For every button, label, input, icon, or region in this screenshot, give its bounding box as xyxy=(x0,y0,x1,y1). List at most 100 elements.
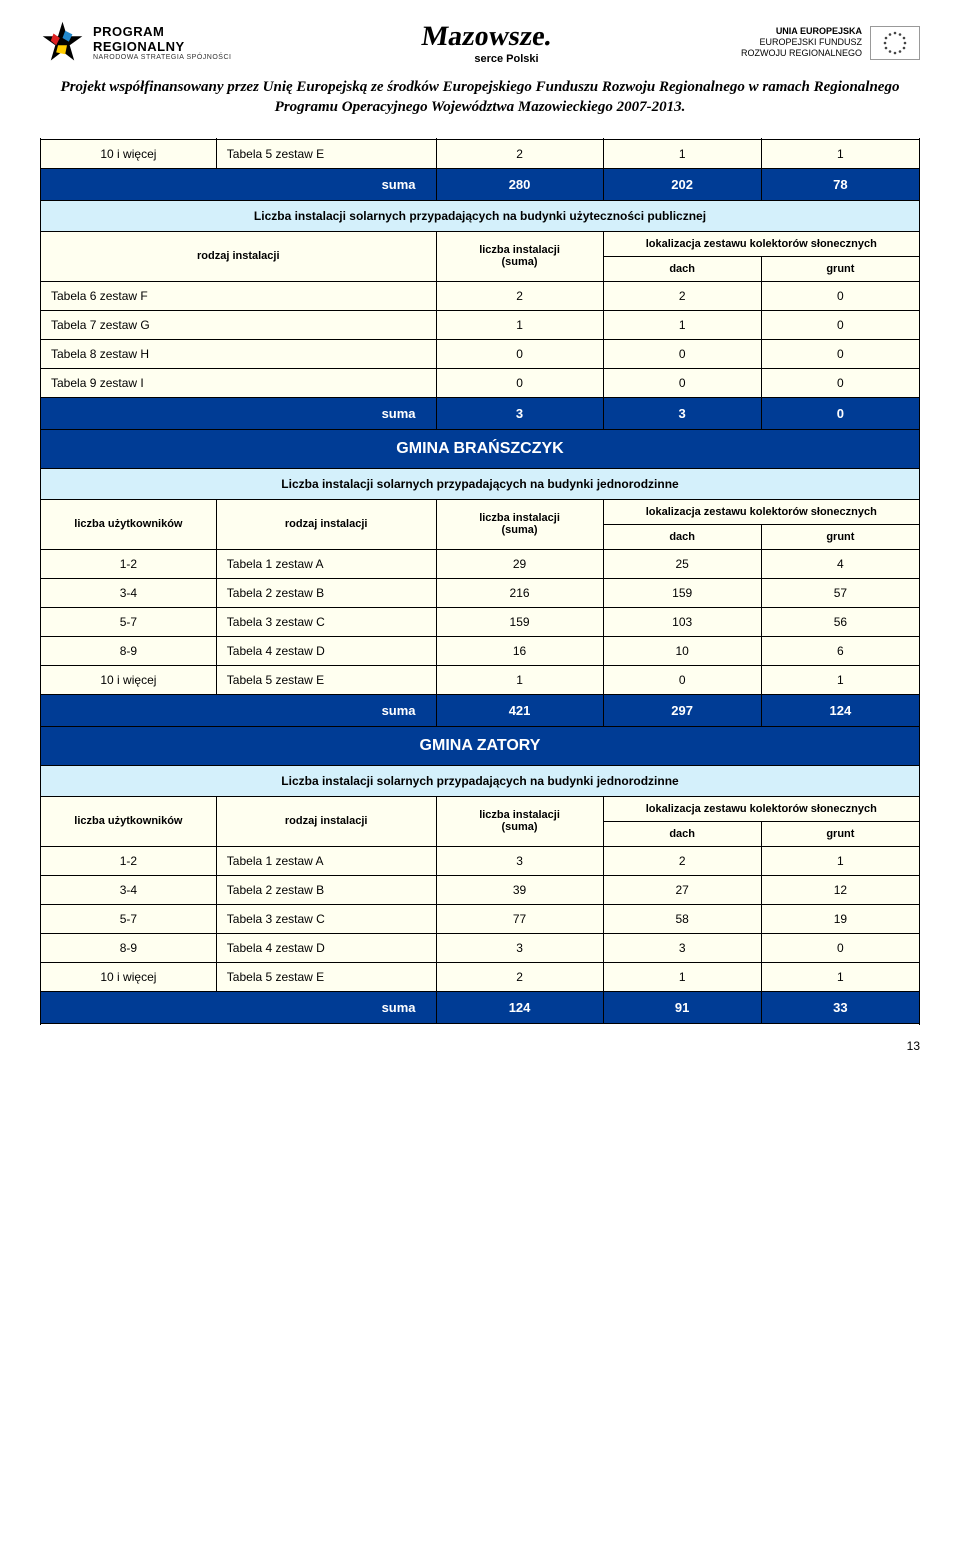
table-row: Tabela 9 zestaw I000 xyxy=(41,368,920,397)
cell-users: 3-4 xyxy=(41,578,217,607)
cell-dach: 103 xyxy=(603,607,761,636)
cell-grunt: 4 xyxy=(761,549,919,578)
mazowsze-logo: Mazowsze. serce Polski xyxy=(418,21,554,65)
sum-val: 124 xyxy=(761,694,919,726)
sum-val: 202 xyxy=(603,168,761,200)
cell-suma: 16 xyxy=(436,636,603,665)
cell-type: Tabela 4 zestaw D xyxy=(216,933,436,962)
section-gmina: GMINA ZATORY xyxy=(41,726,920,765)
cell-grunt: 12 xyxy=(761,875,919,904)
cell-dach: 0 xyxy=(603,368,761,397)
col-grunt: grunt xyxy=(761,256,919,281)
program-logo: PROGRAM REGIONALNY NARODOWA STRATEGIA SP… xyxy=(40,20,231,65)
cell-suma: 77 xyxy=(436,904,603,933)
sum-val: 91 xyxy=(603,991,761,1023)
col-lokalizacja: lokalizacja zestawu kolektorów słoneczny… xyxy=(603,231,919,256)
subheader-jednorodzinne: Liczba instalacji solarnych przypadający… xyxy=(41,468,920,499)
table-row: Tabela 7 zestaw G110 xyxy=(41,310,920,339)
cell-suma: 2 xyxy=(436,962,603,991)
cell-dach: 1 xyxy=(603,139,761,168)
table-row: 5-7Tabela 3 zestaw C775819 xyxy=(41,904,920,933)
sum-label: suma xyxy=(41,694,437,726)
table-row: 10 i więcejTabela 5 zestaw E211 xyxy=(41,962,920,991)
cell-users: 8-9 xyxy=(41,933,217,962)
sum-row: suma 280 202 78 xyxy=(41,168,920,200)
eu-logo: UNIA EUROPEJSKA EUROPEJSKI FUNDUSZ ROZWO… xyxy=(741,26,920,60)
col-lokalizacja: lokalizacja zestawu kolektorów słoneczny… xyxy=(603,499,919,524)
cell-type: Tabela 5 zestaw E xyxy=(216,962,436,991)
cell-suma: 3 xyxy=(436,933,603,962)
cell-suma: 0 xyxy=(436,339,603,368)
cell-users: 3-4 xyxy=(41,875,217,904)
sum-val: 421 xyxy=(436,694,603,726)
col-dach: dach xyxy=(603,256,761,281)
col-rodzaj: rodzaj instalacji xyxy=(41,231,437,281)
sum-val: 297 xyxy=(603,694,761,726)
cell-grunt: 56 xyxy=(761,607,919,636)
cell-grunt: 0 xyxy=(761,933,919,962)
sum-val: 280 xyxy=(436,168,603,200)
header-logos: PROGRAM REGIONALNY NARODOWA STRATEGIA SP… xyxy=(40,20,920,65)
program-line2: REGIONALNY xyxy=(93,39,231,54)
cell-type: Tabela 8 zestaw H xyxy=(41,339,437,368)
subheader-public: Liczba instalacji solarnych przypadający… xyxy=(41,200,920,231)
cell-suma: 216 xyxy=(436,578,603,607)
cell-users: 10 i więcej xyxy=(41,139,217,168)
cell-type: Tabela 6 zestaw F xyxy=(41,281,437,310)
cell-users: 1-2 xyxy=(41,549,217,578)
cell-users: 10 i więcej xyxy=(41,962,217,991)
cell-type: Tabela 3 zestaw C xyxy=(216,904,436,933)
project-description: Projekt współfinansowany przez Unię Euro… xyxy=(40,77,920,118)
table-row: 10 i więcejTabela 5 zestaw E101 xyxy=(41,665,920,694)
cell-grunt: 0 xyxy=(761,310,919,339)
cell-suma: 0 xyxy=(436,368,603,397)
sum-val: 78 xyxy=(761,168,919,200)
col-liczba: liczba instalacji(suma) xyxy=(436,499,603,549)
col-liczba: liczba instalacji(suma) xyxy=(436,231,603,281)
col-dach: dach xyxy=(603,821,761,846)
main-table: 10 i więcej Tabela 5 zestaw E 2 1 1 suma… xyxy=(40,138,920,1025)
section-gmina: GMINA BRAŃSZCZYK xyxy=(41,429,920,468)
table-row: 10 i więcej Tabela 5 zestaw E 2 1 1 xyxy=(41,139,920,168)
col-uzytk: liczba użytkowników xyxy=(41,499,217,549)
sum-label: suma xyxy=(41,168,437,200)
table-row: 8-9Tabela 4 zestaw D16106 xyxy=(41,636,920,665)
cell-type: Tabela 9 zestaw I xyxy=(41,368,437,397)
cell-type: Tabela 1 zestaw A xyxy=(216,549,436,578)
cell-users: 5-7 xyxy=(41,607,217,636)
cell-type: Tabela 5 zestaw E xyxy=(216,665,436,694)
cell-type: Tabela 3 zestaw C xyxy=(216,607,436,636)
cell-grunt: 1 xyxy=(761,139,919,168)
cell-dach: 0 xyxy=(603,339,761,368)
table-row: 3-4Tabela 2 zestaw B392712 xyxy=(41,875,920,904)
cell-users: 10 i więcej xyxy=(41,665,217,694)
table-row: 5-7Tabela 3 zestaw C15910356 xyxy=(41,607,920,636)
cell-suma: 29 xyxy=(436,549,603,578)
cell-users: 8-9 xyxy=(41,636,217,665)
cell-grunt: 1 xyxy=(761,962,919,991)
eu-flag-icon xyxy=(870,26,920,60)
cell-suma: 39 xyxy=(436,875,603,904)
cell-grunt: 0 xyxy=(761,339,919,368)
cell-users: 1-2 xyxy=(41,846,217,875)
sum-row: suma 421 297 124 xyxy=(41,694,920,726)
sum-row: suma 124 91 33 xyxy=(41,991,920,1023)
cell-dach: 3 xyxy=(603,933,761,962)
program-line3: NARODOWA STRATEGIA SPÓJNOŚCI xyxy=(93,54,231,61)
cell-type: Tabela 2 zestaw B xyxy=(216,578,436,607)
col-grunt: grunt xyxy=(761,524,919,549)
col-rodzaj: rodzaj instalacji xyxy=(216,796,436,846)
sum-val: 3 xyxy=(436,397,603,429)
cell-type: Tabela 7 zestaw G xyxy=(41,310,437,339)
col-grunt: grunt xyxy=(761,821,919,846)
program-line1: PROGRAM xyxy=(93,24,231,39)
sum-val: 0 xyxy=(761,397,919,429)
table-row: 1-2Tabela 1 zestaw A29254 xyxy=(41,549,920,578)
table-row: Tabela 8 zestaw H000 xyxy=(41,339,920,368)
cell-grunt: 1 xyxy=(761,846,919,875)
subheader-jednorodzinne: Liczba instalacji solarnych przypadający… xyxy=(41,765,920,796)
cell-grunt: 57 xyxy=(761,578,919,607)
cell-suma: 2 xyxy=(436,281,603,310)
cell-dach: 58 xyxy=(603,904,761,933)
sum-label: suma xyxy=(41,991,437,1023)
